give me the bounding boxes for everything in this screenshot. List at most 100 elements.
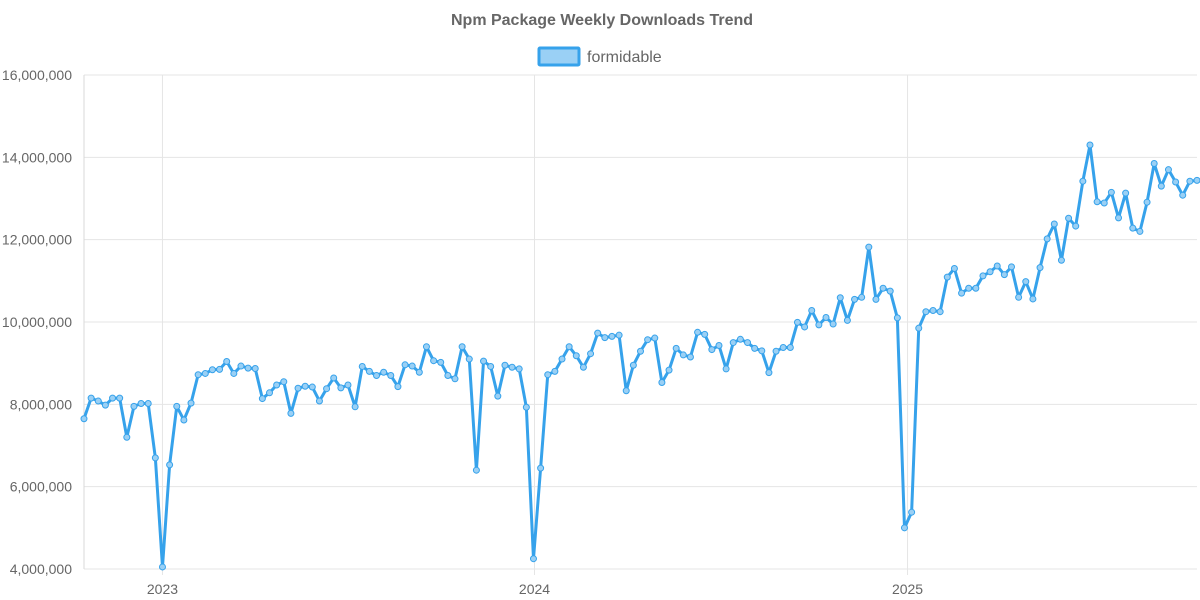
data-point[interactable] [87,394,95,402]
data-point[interactable] [715,341,723,349]
data-point[interactable] [130,402,138,410]
data-point[interactable] [686,353,694,361]
data-point[interactable] [943,273,951,281]
data-point[interactable] [965,284,973,292]
data-point[interactable] [1164,166,1172,174]
data-point[interactable] [936,308,944,316]
data-point[interactable] [594,329,602,337]
data-point[interactable] [280,378,288,386]
data-point[interactable] [722,365,730,373]
data-point[interactable] [608,332,616,340]
data-point[interactable] [315,397,323,405]
data-point[interactable] [537,464,545,472]
data-point[interactable] [858,293,866,301]
data-point[interactable] [430,357,438,365]
data-point[interactable] [109,394,117,402]
data-point[interactable] [1079,177,1087,185]
data-point[interactable] [1136,227,1144,235]
data-point[interactable] [522,403,530,411]
data-point[interactable] [651,334,659,342]
data-point[interactable] [665,366,673,374]
data-point[interactable] [822,313,830,321]
data-point[interactable] [986,268,994,276]
data-point[interactable] [501,361,509,369]
data-point[interactable] [708,346,716,354]
data-point[interactable] [1179,191,1187,199]
data-point[interactable] [158,563,166,571]
data-point[interactable] [173,402,181,410]
data-point[interactable] [979,272,987,280]
data-point[interactable] [829,320,837,328]
data-point[interactable] [758,347,766,355]
data-point[interactable] [1107,188,1115,196]
data-point[interactable] [394,383,402,391]
data-point[interactable] [993,262,1001,270]
data-point[interactable] [808,306,816,314]
data-point[interactable] [637,347,644,355]
data-point[interactable] [273,381,281,389]
data-point[interactable] [330,374,338,382]
data-point[interactable] [237,362,245,370]
data-point[interactable] [251,365,259,373]
data-point[interactable] [950,264,958,272]
data-point[interactable] [187,399,195,407]
data-point[interactable] [208,366,216,374]
data-point[interactable] [266,389,273,397]
data-point[interactable] [1172,178,1180,186]
data-point[interactable] [1057,256,1065,264]
data-point[interactable] [151,454,159,462]
data-point[interactable] [472,466,480,474]
data-point[interactable] [886,287,894,295]
data-point[interactable] [694,328,702,336]
data-point[interactable] [144,400,152,408]
data-point[interactable] [587,350,595,358]
data-point[interactable] [922,308,930,316]
data-point[interactable] [401,361,409,369]
data-point[interactable] [365,367,373,375]
data-point[interactable] [1086,141,1094,149]
data-point[interactable] [358,362,366,370]
data-point[interactable] [1157,182,1165,190]
data-point[interactable] [615,331,623,339]
data-point[interactable] [480,357,488,365]
data-point[interactable] [1193,176,1200,184]
data-point[interactable] [793,318,801,326]
data-point[interactable] [629,361,637,369]
data-point[interactable] [1093,198,1101,206]
data-point[interactable] [815,321,823,329]
data-point[interactable] [672,344,680,352]
data-point[interactable] [551,367,559,375]
data-point[interactable] [230,369,238,377]
data-point[interactable] [1065,214,1073,222]
data-point[interactable] [601,334,609,342]
data-point[interactable] [1000,271,1008,279]
data-point[interactable] [744,339,752,347]
data-point[interactable] [137,400,145,408]
data-point[interactable] [123,433,131,441]
data-point[interactable] [1015,293,1023,301]
data-point[interactable] [380,368,388,376]
data-point[interactable] [1022,278,1030,286]
data-point[interactable] [244,364,252,372]
data-point[interactable] [387,372,395,380]
data-point[interactable] [851,295,859,303]
data-point[interactable] [1115,214,1123,222]
data-point[interactable] [223,358,231,366]
data-point[interactable] [415,368,423,376]
data-point[interactable] [915,324,923,332]
data-point[interactable] [786,344,794,352]
data-point[interactable] [116,394,124,402]
data-point[interactable] [929,306,937,314]
data-point[interactable] [494,392,502,400]
data-point[interactable] [529,555,537,563]
data-point[interactable] [258,395,266,403]
data-point[interactable] [80,415,88,423]
legend[interactable]: formidable [537,46,662,67]
data-point[interactable] [408,362,416,370]
data-point[interactable] [444,372,452,380]
data-point[interactable] [1036,264,1044,272]
data-point[interactable] [801,323,809,331]
data-point[interactable] [644,336,652,344]
data-point[interactable] [1129,224,1137,232]
data-point[interactable] [729,339,737,347]
